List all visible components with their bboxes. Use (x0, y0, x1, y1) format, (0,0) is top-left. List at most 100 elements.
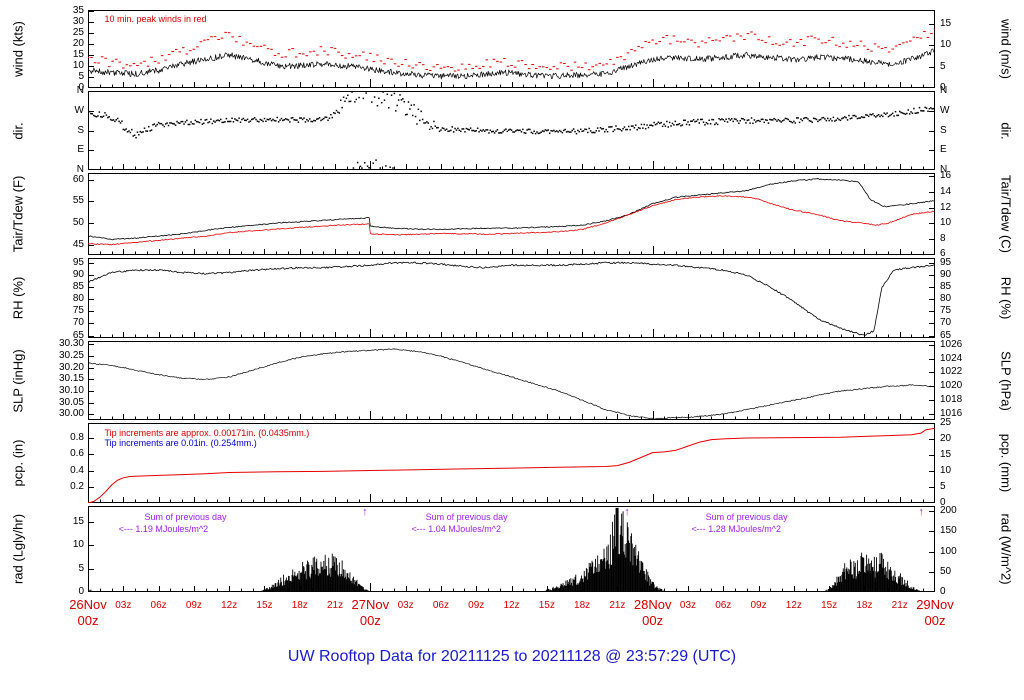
x-hour-label-2-5: 18z (856, 600, 873, 611)
x-day-time-label-1: 00z (359, 613, 381, 628)
tick-label-left-temp: 45 (72, 238, 84, 250)
x-hour-label-2-1: 06z (715, 600, 732, 611)
x-hour-label-2-0: 03z (679, 600, 697, 611)
tick-label-right-dir: N (940, 85, 948, 96)
tick-label-left-rad: 10 (72, 539, 84, 550)
tick-label-left-slp: 30.00 (58, 408, 84, 420)
tick-label-left-dir: W (74, 104, 84, 116)
x-hour-label-0-6: 21z (326, 600, 344, 611)
x-hour-label-1-5: 18z (574, 600, 591, 611)
tick-label-right-rad: 200 (940, 505, 957, 517)
tick-label-right-wind: 5 (940, 60, 946, 72)
panel-dir-canvas (88, 91, 935, 170)
tick-label-left-rh: 75 (72, 305, 84, 317)
tick-label-left-slp: 30.20 (58, 361, 84, 373)
x-hour-label-2-2: 09z (750, 600, 767, 611)
tick-label-right-dir: S (940, 124, 947, 136)
tick-label-right-rh: 90 (940, 268, 952, 280)
rad-annotation-0: Sum of previous day (144, 512, 227, 523)
x-hour-label-1-3: 12z (503, 600, 520, 611)
x-hour-label-1-2: 09z (468, 600, 485, 611)
tick-label-right-wind: 0 (940, 82, 946, 93)
x-hour-label-1-0: 03z (397, 600, 414, 611)
axis-title-left-pcp: pcp. (in) (10, 439, 26, 487)
tick-label-right-rad: 100 (940, 545, 957, 557)
axis-title-left-dir: dir. (10, 121, 26, 140)
panel-pcp-canvas (88, 423, 935, 503)
tick-label-left-rh: 80 (72, 293, 84, 305)
rad-annotation-7: ↑ (624, 506, 630, 518)
tick-label-left-pcp: 0.4 (70, 464, 84, 476)
panel-rad-canvas (88, 506, 935, 592)
x-day-label-2: 28Nov (633, 597, 672, 612)
x-hour-label-0-0: 03z (115, 600, 132, 611)
rad-annotation-8: ↑ (918, 506, 925, 518)
tick-label-left-rad: 0 (78, 586, 84, 597)
tick-label-right-rh: 80 (940, 293, 952, 305)
axis-title-left-rad: rad (Lgly/hr) (10, 513, 26, 585)
tick-label-right-pcp: 15 (940, 449, 952, 461)
tick-label-left-rad: 5 (78, 562, 84, 574)
wind-annotation-0: 10 min. peak winds in red (104, 14, 207, 25)
chart-title: UW Rooftop Data for 20211125 to 20211128… (287, 648, 737, 665)
tick-label-right-temp: 14 (940, 185, 952, 197)
x-day-label-1: 27Nov (351, 597, 390, 612)
panel-temp-canvas (88, 173, 935, 255)
x-hour-label-2-3: 12z (785, 600, 802, 611)
axis-title-left-wind: wind (kts) (10, 21, 26, 77)
tick-label-left-dir: E (77, 144, 84, 156)
tick-label-left-temp: 50 (72, 217, 84, 229)
axis-title-right-temp: Tair/Tdew (C) (998, 174, 1014, 254)
tick-label-right-pcp: 10 (940, 465, 952, 477)
axis-title-right-rh: RH (%) (998, 276, 1014, 320)
tick-label-left-rh: 95 (72, 256, 84, 268)
tick-label-left-wind: 0 (78, 82, 84, 93)
tick-label-right-dir: N (940, 164, 948, 175)
x-hour-label-1-4: 15z (538, 600, 555, 611)
x-day-label-3: 29Nov (916, 597, 954, 612)
axis-title-right-rad: rad (W/m^2) (998, 513, 1014, 585)
tick-label-right-dir: E (940, 144, 947, 156)
x-hour-label-1-6: 21z (609, 600, 626, 611)
tick-label-left-wind: 25 (72, 27, 84, 39)
axis-title-left-temp: Tair/Tdew (F) (10, 175, 26, 253)
tick-label-right-rh: 70 (940, 317, 952, 329)
tick-label-left-pcp: 0.6 (70, 448, 84, 460)
tick-label-left-rh: 70 (72, 317, 84, 329)
x-hour-label-0-4: 15z (256, 600, 273, 611)
tick-label-right-temp: 8 (940, 232, 946, 244)
tick-label-left-wind: 5 (78, 71, 84, 82)
rad-annotation-4: Sum of previous day (705, 512, 788, 523)
axis-title-right-dir: dir. (998, 121, 1014, 140)
pcp-annotation-1: Tip increments are 0.01in. (0.254mm.) (104, 438, 257, 449)
x-day-time-label-0: 00z (77, 613, 99, 628)
tick-label-right-pcp: 0 (940, 497, 946, 508)
rad-annotation-2: Sum of previous day (425, 512, 508, 523)
panel-wind-canvas (88, 10, 935, 88)
tick-label-right-slp: 1020 (940, 380, 963, 392)
tick-label-left-wind: 15 (72, 49, 84, 61)
tick-label-right-pcp: 25 (940, 417, 952, 429)
x-hour-label-0-1: 06z (150, 600, 167, 611)
tick-label-right-slp: 1018 (940, 393, 963, 405)
tick-label-left-rh: 65 (72, 329, 84, 341)
tick-label-left-pcp: 0.2 (70, 480, 84, 492)
tick-label-right-temp: 12 (940, 201, 952, 213)
tick-label-right-rh: 95 (940, 256, 952, 268)
tick-label-left-wind: 35 (72, 5, 84, 17)
x-hour-label-0-5: 18z (291, 600, 308, 611)
axis-title-left-slp: SLP (inHg) (10, 348, 26, 413)
tick-label-right-slp: 1022 (940, 366, 963, 378)
tick-label-right-rh: 75 (940, 305, 952, 317)
tick-label-right-dir: W (940, 104, 950, 116)
x-hour-label-2-4: 15z (821, 600, 838, 611)
tick-label-left-wind: 10 (72, 60, 84, 72)
tick-label-right-rad: 150 (940, 525, 957, 537)
tick-label-right-slp: 1016 (940, 407, 963, 419)
x-hour-label-0-2: 09z (185, 600, 202, 611)
tick-label-left-slp: 30.15 (58, 373, 84, 385)
tick-label-right-rad: 0 (940, 586, 946, 597)
tick-label-left-dir: N (76, 85, 84, 96)
panel-rh-canvas (88, 258, 935, 338)
tick-label-left-rad: 15 (72, 515, 84, 527)
